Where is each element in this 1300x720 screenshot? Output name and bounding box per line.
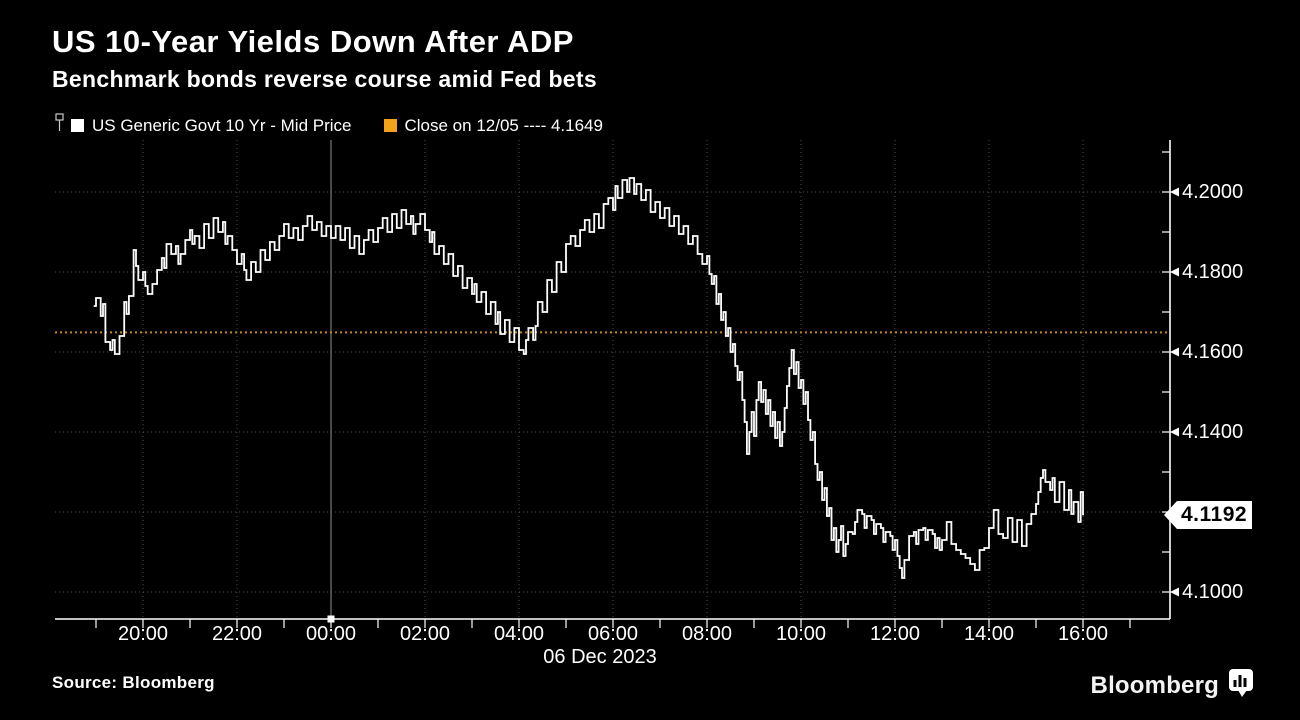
x-axis-label: 10:00: [775, 623, 827, 645]
y-axis-label: 4.1800: [1182, 261, 1244, 283]
x-axis-label: 22:00: [211, 623, 263, 645]
reference-legend-label: Close on 12/05 ---- 4.1649: [404, 115, 603, 135]
x-axis-label: 14:00: [963, 623, 1015, 645]
annotation-pin-icon: [55, 112, 65, 139]
last-price-badge: 4.1192: [1164, 501, 1252, 529]
chart-subtitle: Benchmark bonds reverse course amid Fed …: [52, 66, 597, 92]
x-axis-label: 02:00: [399, 623, 451, 645]
x-axis-label: 04:00: [493, 623, 545, 645]
x-axis-label: 16:00: [1057, 623, 1109, 645]
bloomberg-logo-icon: [1228, 668, 1254, 703]
reference-swatch: [383, 119, 397, 132]
source-label: Source: Bloomberg: [52, 673, 215, 692]
y-label-arrow: [1170, 427, 1179, 437]
y-label-arrow: [1170, 587, 1179, 597]
bloomberg-wordmark: Bloomberg: [1090, 671, 1219, 699]
y-label-arrow: [1170, 267, 1179, 277]
y-axis-label: 4.1000: [1182, 581, 1244, 603]
x-axis-label: 00:00: [305, 623, 357, 645]
series-swatch: [71, 119, 84, 132]
x-axis-label: 08:00: [681, 623, 733, 645]
price-line: [93, 177, 1084, 579]
date-label: 06 Dec 2023: [543, 646, 657, 668]
series-legend-label: US Generic Govt 10 Yr - Mid Price: [92, 115, 352, 135]
y-axis-label: 4.2000: [1182, 181, 1244, 203]
chart-title: US 10-Year Yields Down After ADP: [52, 24, 574, 59]
y-axis-label: 4.1600: [1182, 341, 1244, 363]
day-boundary-marker: [327, 615, 335, 623]
y-axis-label: 4.1400: [1182, 421, 1244, 443]
bloomberg-logo: Bloomberg: [1091, 668, 1254, 703]
x-axis-label: 06:00: [587, 623, 639, 645]
y-label-arrow: [1170, 347, 1179, 357]
legend: US Generic Govt 10 Yr - Mid Price Close …: [55, 112, 603, 139]
x-axis-label: 12:00: [869, 623, 921, 645]
last-price-value: 4.1192: [1181, 503, 1248, 526]
y-label-arrow: [1170, 187, 1179, 197]
x-axis-label: 20:00: [117, 623, 169, 645]
